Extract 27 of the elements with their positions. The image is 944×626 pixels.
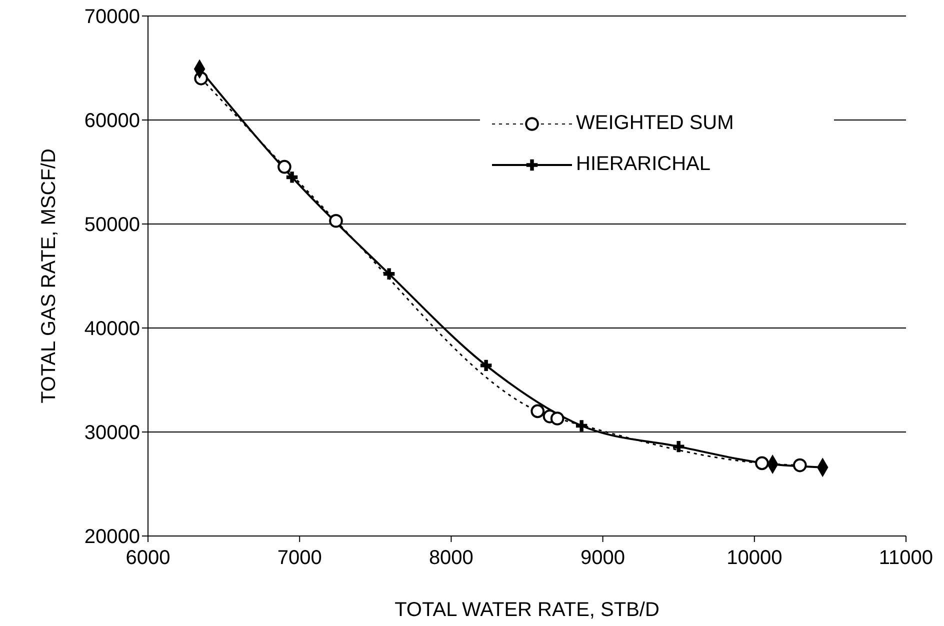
point bbox=[792, 458, 807, 472]
point bbox=[383, 268, 395, 280]
y-tick-label: 70000 bbox=[84, 6, 140, 28]
legend-label: WEIGHTED SUM bbox=[576, 112, 734, 135]
y-tick-label: 20000 bbox=[84, 526, 140, 548]
x-tick-label: 10000 bbox=[726, 547, 782, 570]
point bbox=[755, 456, 769, 470]
point bbox=[576, 420, 588, 432]
x-tick-label: 8000 bbox=[428, 547, 474, 570]
point bbox=[286, 172, 298, 183]
y-tick-label: 60000 bbox=[84, 110, 140, 132]
x-tick-label: 9000 bbox=[580, 547, 626, 570]
x-axis-title: TOTAL WATER RATE, STB/D bbox=[394, 599, 660, 621]
point bbox=[480, 360, 492, 372]
x-tick-label: 6000 bbox=[126, 547, 170, 570]
point bbox=[278, 160, 292, 174]
point bbox=[329, 214, 343, 228]
y-tick-label: 30000 bbox=[84, 422, 140, 444]
point bbox=[550, 412, 564, 426]
x-tick-label: 7000 bbox=[277, 547, 322, 570]
y-axis-title: TOTAL GAS RATE, MSCF/D bbox=[38, 148, 60, 404]
x-tick-label: 11000 bbox=[878, 547, 934, 570]
point bbox=[530, 404, 545, 418]
y-tick-label: 50000 bbox=[84, 214, 140, 236]
y-tick-label: 40000 bbox=[84, 318, 140, 340]
legend-label: HIERARICHAL bbox=[576, 153, 710, 176]
point bbox=[672, 440, 684, 452]
